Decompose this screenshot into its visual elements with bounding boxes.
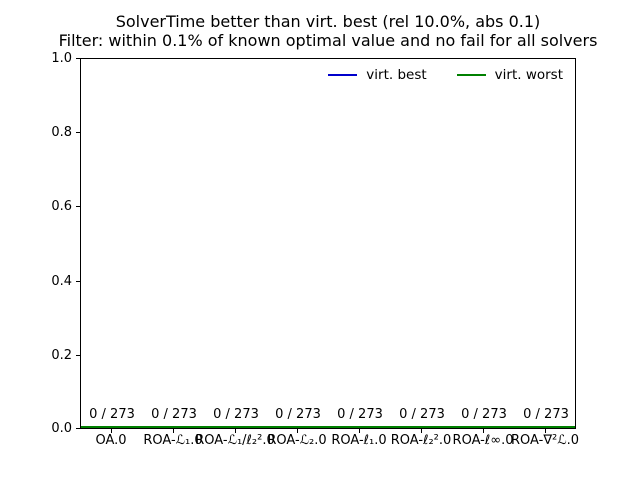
y-tick-label: 0.8 [51,125,72,140]
legend: virt. best virt. worst [328,67,563,83]
x-tick-label-roa-L2: ROA-ℒ₂.0 [267,433,327,448]
x-tick-mark [297,429,298,433]
x-tick-label-roa-linf: ROA-ℓ∞.0 [452,433,514,448]
y-tick-label: 0.4 [51,274,72,289]
chart-title: SolverTime better than virt. best (rel 1… [115,12,541,31]
y-tick-mark [76,428,80,429]
x-tick-label-roa-l1: ROA-ℓ₁.0 [331,433,387,448]
x-tick-mark [545,429,546,433]
y-tick-mark [76,58,80,59]
x-tick-label-roa-L1-l22: ROA-ℒ₁/ℓ₂².0 [195,433,275,448]
x-tick-mark [421,429,422,433]
annotation-count: 0 / 273 [275,407,321,422]
y-tick-label: 0.6 [51,199,72,214]
annotation-count: 0 / 273 [337,407,383,422]
annotation-count: 0 / 273 [461,407,507,422]
annotation-count: 0 / 273 [151,407,197,422]
x-tick-mark [235,429,236,433]
y-tick-mark [76,281,80,282]
virt-worst-series-line [81,426,575,428]
x-tick-mark [359,429,360,433]
legend-label-virt-worst: virt. worst [494,67,563,83]
plot-area: virt. best virt. worst 0 / 273 0 / 273 0… [80,58,576,429]
y-tick-mark [76,132,80,133]
legend-item-virt-worst: virt. worst [456,67,563,83]
legend-item-virt-best: virt. best [328,67,427,83]
y-tick-label: 0.2 [51,348,72,363]
x-tick-label-roa-grad2L: ROA-∇²ℒ.0 [510,433,580,448]
x-tick-label-roa-L1: ROA-ℒ₁.0 [143,433,203,448]
x-tick-mark [483,429,484,433]
x-tick-mark [111,429,112,433]
x-tick-label-roa-l22: ROA-ℓ₂².0 [390,433,452,448]
x-tick-label-oa: OA.0 [95,433,127,448]
legend-label-virt-best: virt. best [366,67,427,83]
y-tick-mark [76,206,80,207]
virt-worst-line-swatch [456,74,486,76]
x-tick-mark [173,429,174,433]
annotation-count: 0 / 273 [89,407,135,422]
annotation-count: 0 / 273 [213,407,259,422]
y-tick-label: 0.0 [51,421,72,436]
chart-subtitle: Filter: within 0.1% of known optimal val… [58,31,598,50]
virt-best-line-swatch [328,74,358,76]
annotation-count: 0 / 273 [523,407,569,422]
y-tick-mark [76,355,80,356]
y-tick-label: 1.0 [51,51,72,66]
annotation-count: 0 / 273 [399,407,445,422]
